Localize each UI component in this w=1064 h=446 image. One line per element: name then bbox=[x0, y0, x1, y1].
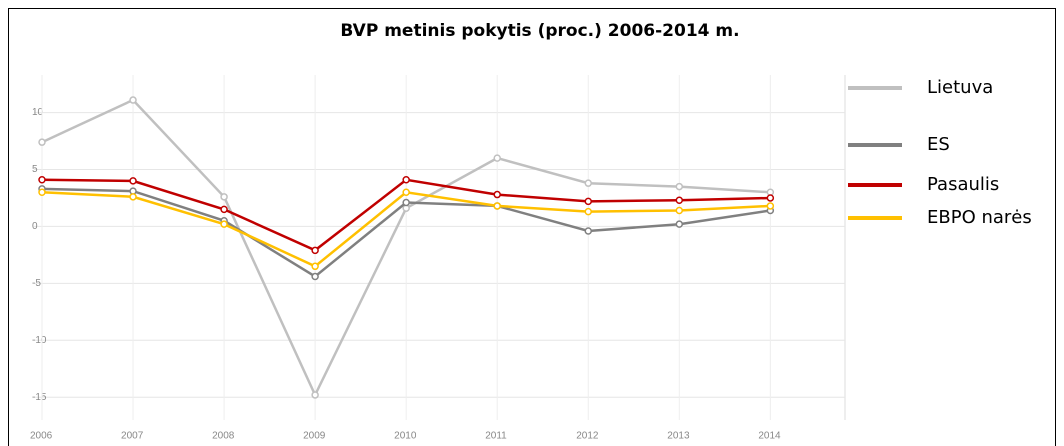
x-tick-label: 2011 bbox=[485, 431, 507, 442]
data-point bbox=[220, 193, 228, 201]
data-point bbox=[402, 198, 410, 207]
legend-label: ES bbox=[927, 134, 950, 155]
data-point bbox=[38, 188, 46, 197]
data-point bbox=[493, 202, 501, 210]
legend-label: Lietuva bbox=[927, 77, 993, 98]
data-point bbox=[311, 272, 319, 281]
data-point bbox=[584, 227, 593, 235]
data-point bbox=[311, 246, 319, 255]
x-tick-label: 2006 bbox=[30, 431, 53, 442]
data-point bbox=[129, 96, 137, 104]
data-point bbox=[675, 220, 684, 228]
data-point bbox=[311, 391, 319, 399]
data-point bbox=[584, 207, 593, 216]
x-tick-label: 2013 bbox=[667, 431, 690, 442]
data-point bbox=[220, 205, 228, 214]
chart-border bbox=[8, 8, 1056, 446]
x-tick-label: 2008 bbox=[212, 431, 235, 442]
data-point bbox=[38, 138, 46, 146]
legend-label: Pasaulis bbox=[927, 174, 999, 195]
data-point bbox=[584, 197, 593, 206]
y-tick-label: 0 bbox=[32, 221, 38, 232]
data-point bbox=[675, 206, 684, 215]
y-tick-label: 5 bbox=[32, 164, 38, 175]
data-point bbox=[766, 202, 775, 210]
x-tick-label: 2010 bbox=[394, 431, 417, 442]
x-tick-label: 2009 bbox=[303, 431, 326, 442]
data-point bbox=[38, 176, 46, 184]
data-point bbox=[311, 262, 319, 271]
data-point bbox=[675, 196, 684, 204]
y-tick-label: -5 bbox=[32, 278, 41, 289]
y-tick-label: -10 bbox=[32, 335, 47, 346]
y-tick-label: 10 bbox=[32, 107, 44, 118]
data-point bbox=[220, 220, 228, 228]
y-tick-label: -15 bbox=[32, 392, 47, 403]
x-tick-label: 2007 bbox=[121, 431, 144, 442]
data-point bbox=[402, 188, 410, 197]
data-point bbox=[493, 154, 501, 162]
data-point bbox=[129, 193, 137, 201]
chart-title: BVP metinis pokytis (proc.) 2006-2014 m. bbox=[340, 21, 739, 41]
legend-label: EBPO narės bbox=[927, 207, 1032, 228]
data-point bbox=[129, 177, 137, 185]
x-tick-label: 2012 bbox=[576, 431, 599, 442]
data-point bbox=[402, 176, 410, 184]
data-point bbox=[584, 179, 593, 187]
data-point bbox=[493, 190, 501, 199]
data-point bbox=[766, 194, 775, 202]
data-point bbox=[675, 182, 684, 191]
x-tick-label: 2014 bbox=[758, 431, 781, 442]
